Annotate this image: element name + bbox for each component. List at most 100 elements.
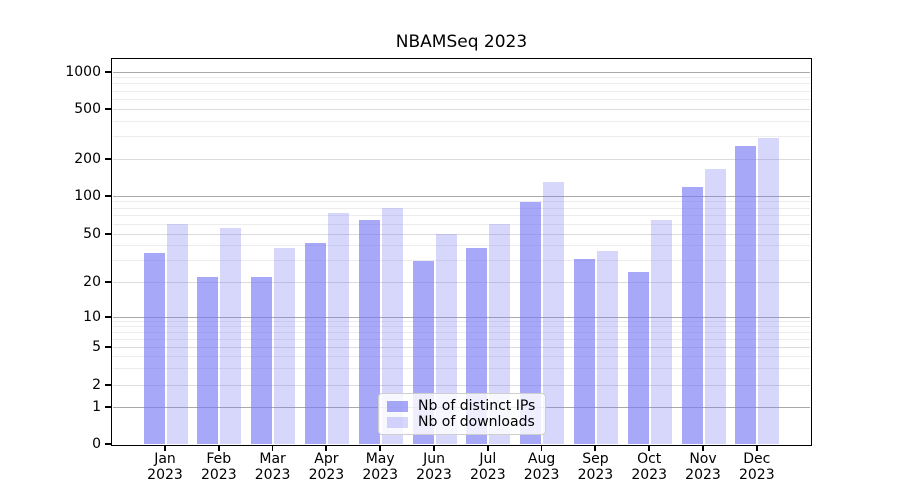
bar-Nov-distinct-ips bbox=[681, 187, 703, 444]
x-tick-year: 2023 bbox=[738, 467, 775, 483]
y-tick-label-1000: 1000 bbox=[65, 64, 101, 80]
y-tick-mark-5 bbox=[105, 346, 111, 348]
gridline-70 bbox=[113, 215, 810, 217]
x-tick-mark-Dec bbox=[755, 446, 758, 451]
x-tick-month: Oct bbox=[637, 451, 662, 467]
bar-Feb-distinct-ips bbox=[197, 277, 219, 444]
plot-frame bbox=[111, 58, 812, 446]
legend-swatch-distinct-ips-icon bbox=[387, 400, 408, 412]
gridline-60 bbox=[113, 223, 810, 225]
x-tick-year: 2023 bbox=[685, 467, 721, 483]
y-tick-mark-20 bbox=[105, 281, 111, 283]
gridline-200 bbox=[113, 158, 810, 160]
legend-item-downloads: Nb of downloads bbox=[387, 414, 537, 430]
x-tick-year: 2023 bbox=[469, 467, 506, 483]
x-tick-month: Jul bbox=[479, 451, 497, 467]
x-tick-mark-Jan bbox=[164, 446, 166, 451]
x-tick-month: Apr bbox=[314, 451, 339, 467]
x-tick-year: 2023 bbox=[308, 467, 345, 483]
gridline-900 bbox=[113, 77, 810, 79]
x-tick-mark-Sep bbox=[594, 446, 597, 451]
gridline-1000 bbox=[113, 71, 810, 73]
x-tick-year: 2023 bbox=[577, 467, 614, 483]
y-tick-mark-2 bbox=[105, 384, 111, 386]
gridline-6 bbox=[113, 338, 810, 340]
bar-Jun-downloads bbox=[435, 234, 457, 444]
legend-item-distinct-ips: Nb of distinct IPs bbox=[387, 398, 537, 414]
bar-Dec-distinct-ips bbox=[735, 145, 757, 444]
x-tick-month: Sep bbox=[582, 451, 609, 467]
plot-area bbox=[111, 58, 812, 446]
x-tick-year: 2023 bbox=[362, 467, 398, 483]
x-tick-mark-Oct bbox=[648, 446, 650, 451]
x-tick-label-May: May 2023 bbox=[350, 451, 410, 483]
gridline-400 bbox=[113, 120, 810, 122]
gridline-40 bbox=[113, 245, 810, 247]
y-tick-mark-10 bbox=[105, 316, 111, 318]
gridline-2 bbox=[113, 384, 810, 386]
gridline-100 bbox=[113, 195, 810, 197]
x-tick-year: 2023 bbox=[523, 467, 560, 483]
bar-Nov-downloads bbox=[704, 169, 726, 444]
y-tick-mark-1000 bbox=[105, 71, 111, 73]
x-tick-mark-Feb bbox=[217, 446, 220, 451]
y-tick-mark-100 bbox=[105, 195, 111, 197]
gridline-50 bbox=[113, 233, 810, 235]
x-tick-label-Jul: Jul 2023 bbox=[458, 451, 518, 483]
gridline-4 bbox=[113, 355, 810, 357]
x-tick-month: Aug bbox=[527, 451, 556, 467]
x-tick-mark-Apr bbox=[325, 446, 328, 451]
x-tick-label-Sep: Sep 2023 bbox=[565, 451, 625, 483]
gridline-10 bbox=[113, 316, 810, 318]
x-tick-year: 2023 bbox=[631, 467, 667, 483]
x-tick-year: 2023 bbox=[416, 467, 452, 483]
bar-Oct-distinct-ips bbox=[627, 272, 649, 444]
y-tick-label-50: 50 bbox=[83, 226, 101, 242]
bar-Jan-downloads bbox=[166, 224, 188, 444]
bar-Apr-downloads bbox=[328, 212, 349, 444]
bar-Oct-downloads bbox=[650, 219, 672, 444]
bar-Apr-distinct-ips bbox=[305, 243, 326, 444]
x-tick-month: Feb bbox=[206, 451, 232, 467]
x-tick-mark-Nov bbox=[702, 446, 704, 451]
y-tick-label-200: 200 bbox=[74, 151, 101, 167]
y-tick-mark-50 bbox=[105, 233, 111, 235]
legend-swatch-downloads-icon bbox=[387, 416, 408, 428]
y-tick-label-20: 20 bbox=[83, 274, 101, 290]
gridline-8 bbox=[113, 326, 810, 328]
gridline-800 bbox=[113, 83, 810, 85]
x-tick-label-Jun: Jun 2023 bbox=[404, 451, 464, 483]
gridline-7 bbox=[113, 331, 810, 333]
y-tick-label-1: 1 bbox=[92, 399, 101, 415]
x-tick-label-Mar: Mar 2023 bbox=[243, 451, 303, 483]
gridline-20 bbox=[113, 281, 810, 283]
y-tick-mark-200 bbox=[105, 158, 111, 160]
y-tick-mark-1 bbox=[105, 406, 111, 408]
gridline-9 bbox=[113, 321, 810, 323]
bar-May-downloads bbox=[381, 208, 403, 444]
y-tick-label-100: 100 bbox=[74, 188, 101, 204]
x-tick-month: Mar bbox=[259, 451, 286, 467]
x-tick-label-Nov: Nov 2023 bbox=[673, 451, 733, 483]
x-tick-month: Dec bbox=[743, 451, 771, 467]
x-tick-label-Feb: Feb 2023 bbox=[189, 451, 249, 483]
x-tick-label-Apr: Apr 2023 bbox=[296, 451, 356, 483]
chart-title: NBAMSeq 2023 bbox=[395, 32, 528, 52]
gridline-80 bbox=[113, 207, 810, 209]
y-tick-label-0: 0 bbox=[92, 436, 101, 452]
x-tick-label-Dec: Dec 2023 bbox=[727, 451, 787, 483]
bar-Aug-distinct-ips bbox=[520, 201, 542, 444]
legend-label-downloads: Nb of downloads bbox=[418, 414, 535, 430]
bar-Mar-distinct-ips bbox=[251, 277, 273, 444]
bar-Dec-downloads bbox=[758, 138, 780, 444]
x-tick-month: May bbox=[365, 451, 395, 467]
x-tick-month: Jun bbox=[423, 451, 445, 467]
x-tick-mark-Mar bbox=[271, 446, 274, 451]
x-tick-month: Jan bbox=[154, 451, 176, 467]
x-tick-mark-May bbox=[379, 446, 381, 451]
y-tick-mark-500 bbox=[105, 108, 111, 110]
x-tick-mark-Jul bbox=[486, 446, 489, 451]
x-tick-label-Jan: Jan 2023 bbox=[135, 451, 195, 483]
bar-Jul-downloads bbox=[489, 224, 511, 444]
